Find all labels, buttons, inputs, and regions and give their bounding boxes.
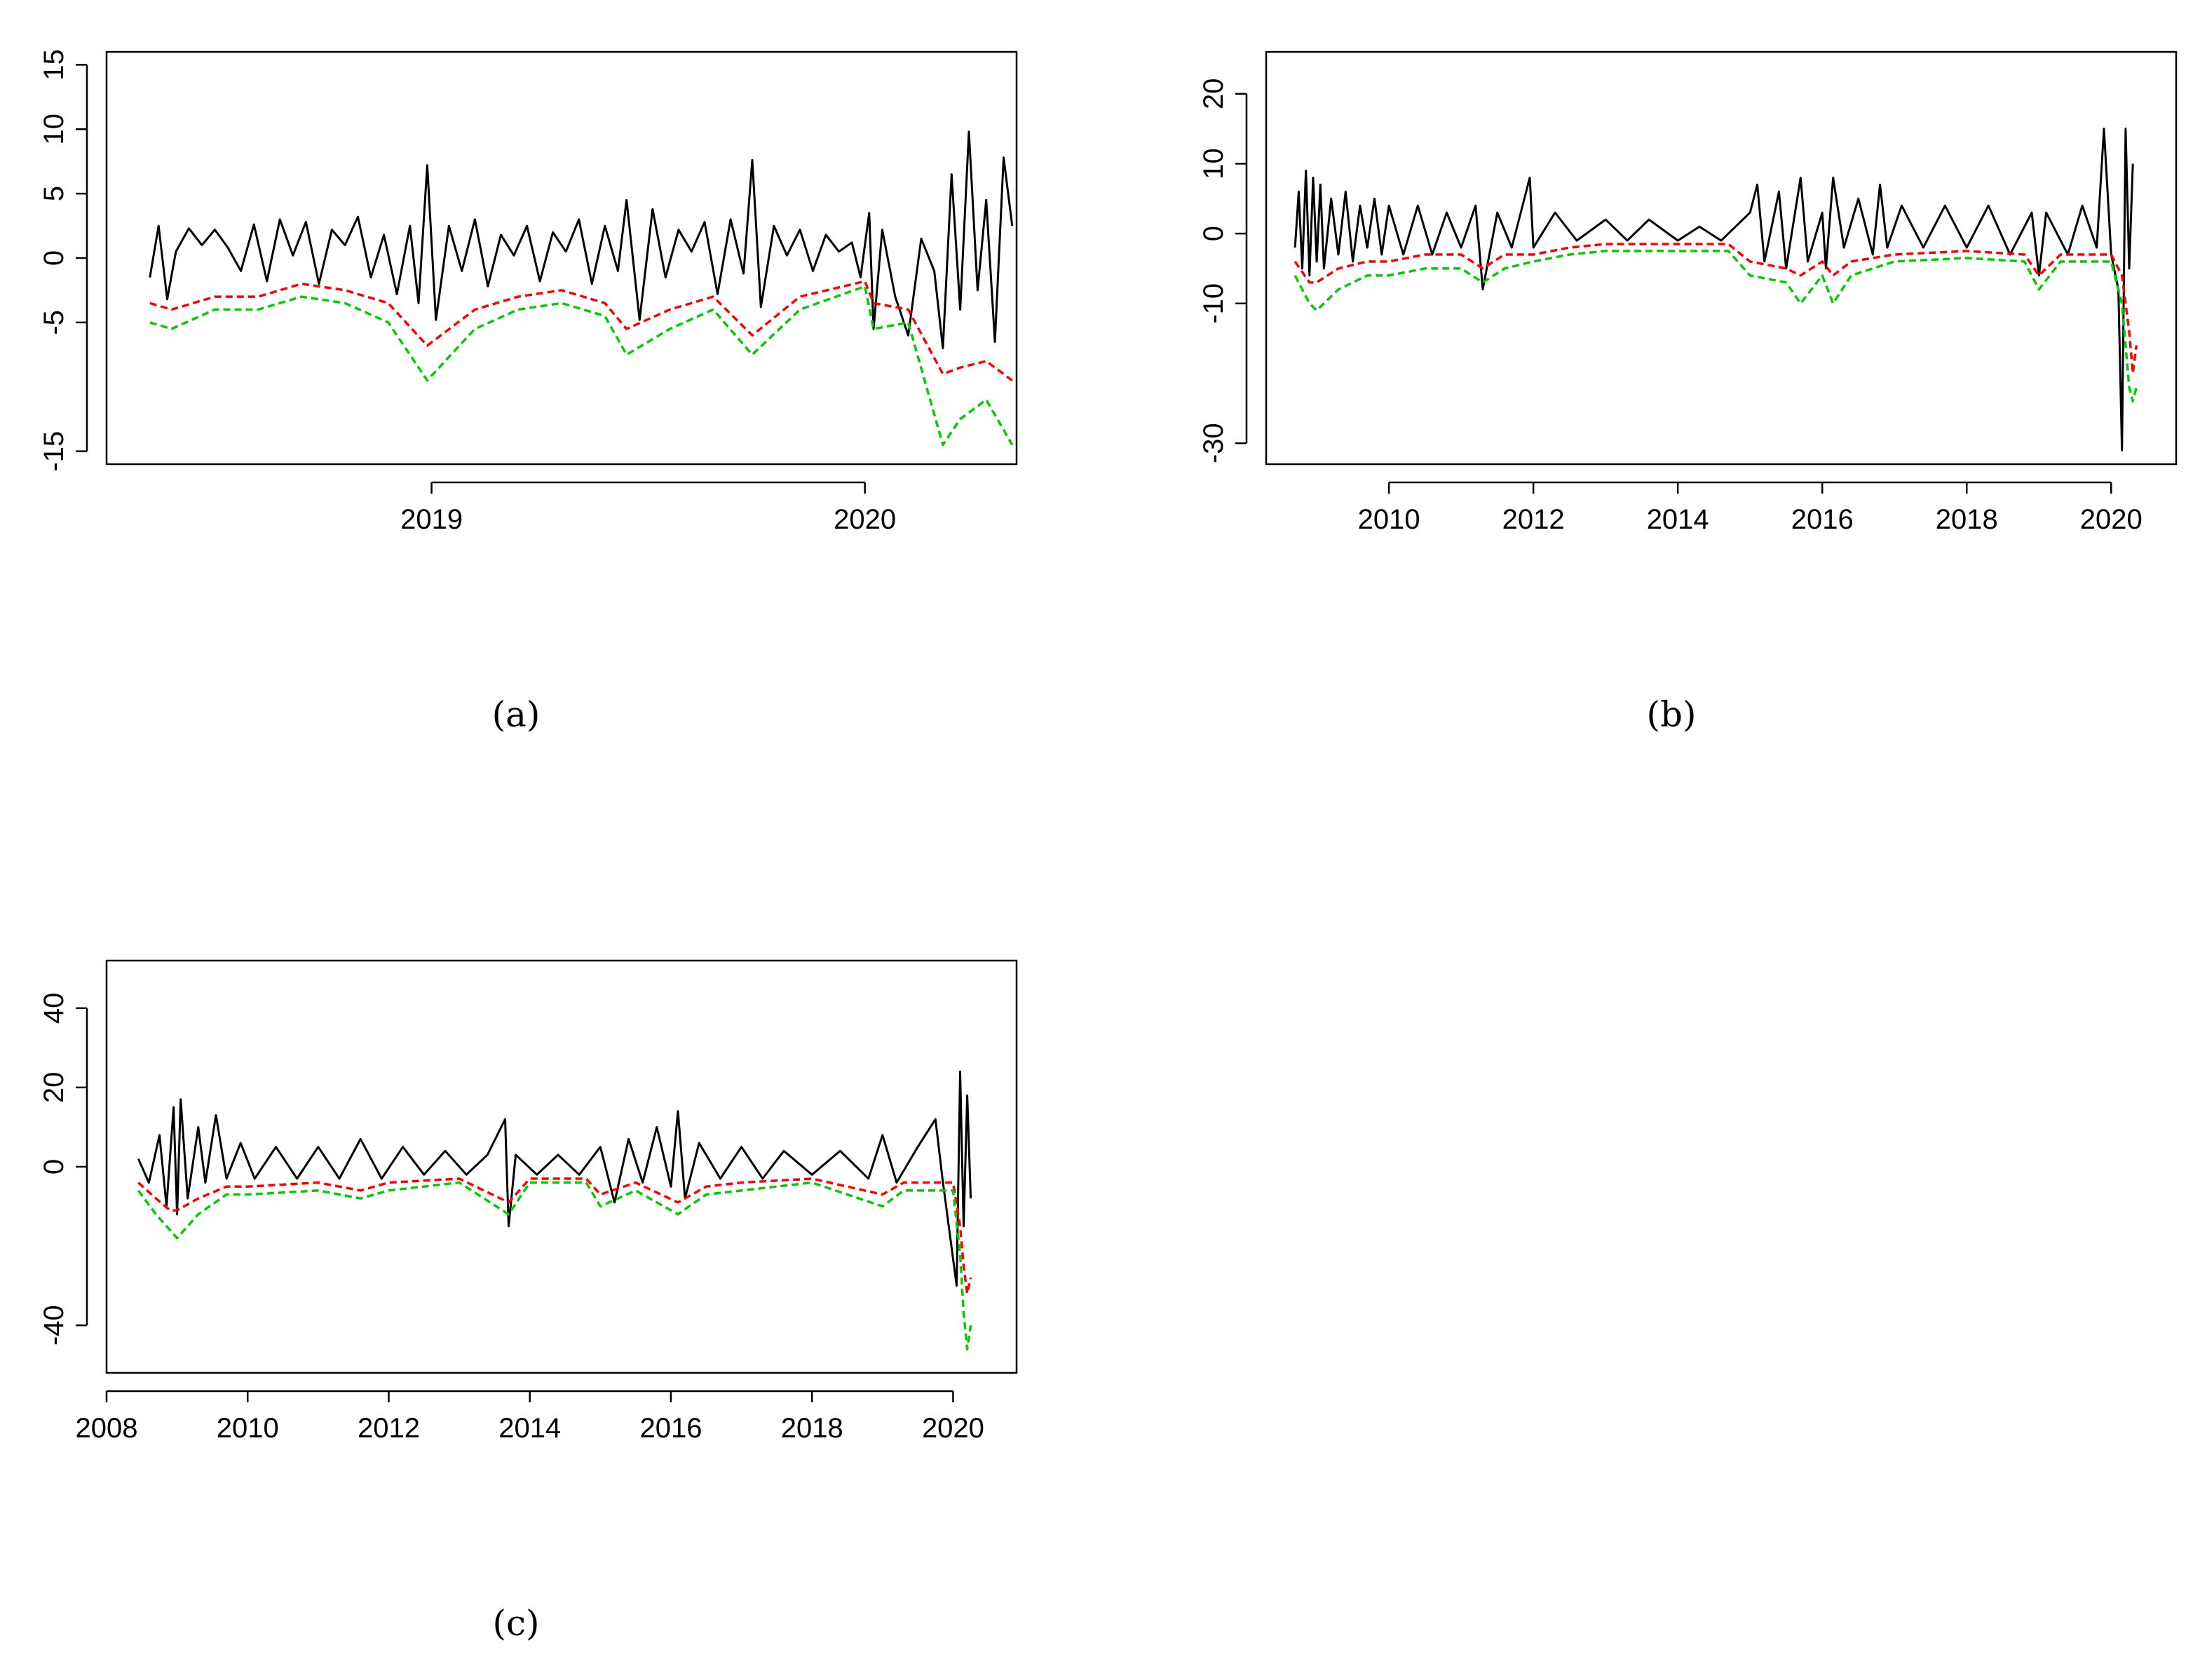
y-tick-label-c: 40	[39, 993, 69, 1024]
y-tick-label-a: 10	[39, 114, 69, 145]
y-tick-label-c: 0	[39, 1159, 69, 1174]
series-line-b-2	[1293, 250, 2138, 403]
y-tick-label-b: 20	[1198, 79, 1229, 110]
x-tick-label-b: 2018	[1936, 504, 1998, 535]
y-tick-label-a: 15	[39, 49, 69, 81]
x-tick-label-c: 2012	[358, 1413, 420, 1444]
y-tick-label-c: 20	[39, 1072, 69, 1104]
x-tick-label-c: 2020	[922, 1413, 984, 1444]
series-line-c-1	[137, 1177, 972, 1295]
series-line-b-1	[1293, 243, 2138, 375]
x-tick-label-b: 2010	[1358, 504, 1420, 535]
x-tick-label-b: 2016	[1791, 504, 1854, 535]
x-tick-label-b: 2012	[1502, 504, 1565, 535]
caption-b: (b)	[1646, 694, 1697, 735]
x-tick-label-c: 2014	[498, 1413, 561, 1444]
series-line-a-1	[149, 280, 1013, 382]
series-line-a-2	[149, 285, 1014, 447]
y-tick-label-b: 0	[1198, 226, 1229, 241]
series-line-c-0	[137, 1070, 972, 1287]
plot-frame-b	[1265, 50, 2178, 466]
y-tick-label-a: -5	[39, 310, 69, 335]
y-tick-label-a: 5	[39, 186, 69, 201]
x-tick-label-c: 2018	[781, 1413, 843, 1444]
series-line-b-0	[1293, 128, 2134, 452]
y-tick-label-a: -15	[39, 431, 69, 472]
chart-panel-c: 40 20 0 -40 2008 2010 2012 2014 2016 2018 2020	[39, 959, 1018, 1444]
y-tick-label-c: -40	[39, 1305, 69, 1346]
x-tick-label-a: 2019	[400, 504, 463, 535]
y-tick-label-b: -30	[1198, 423, 1229, 463]
x-tick-label-c: 2016	[639, 1413, 702, 1444]
plot-frame-a	[105, 50, 1018, 466]
x-tick-label-c: 2010	[217, 1413, 279, 1444]
caption-c: (c)	[492, 1603, 540, 1644]
chart-panel-a: 15 10 5 0 -5 -15 2019 2020	[39, 49, 1018, 535]
y-tick-label-a: 0	[39, 250, 69, 266]
x-tick-label-c: 2008	[76, 1413, 138, 1444]
series-line-a-0	[149, 130, 1014, 350]
y-tick-label-b: -10	[1198, 283, 1229, 324]
caption-a: (a)	[491, 694, 541, 735]
plot-frame-c	[105, 959, 1018, 1374]
y-tick-label-b: 10	[1198, 148, 1229, 179]
series-line-c-2	[137, 1181, 972, 1350]
x-tick-label-b: 2014	[1647, 504, 1709, 535]
x-tick-label-b: 2020	[2080, 504, 2143, 535]
x-tick-label-a: 2020	[834, 504, 896, 535]
